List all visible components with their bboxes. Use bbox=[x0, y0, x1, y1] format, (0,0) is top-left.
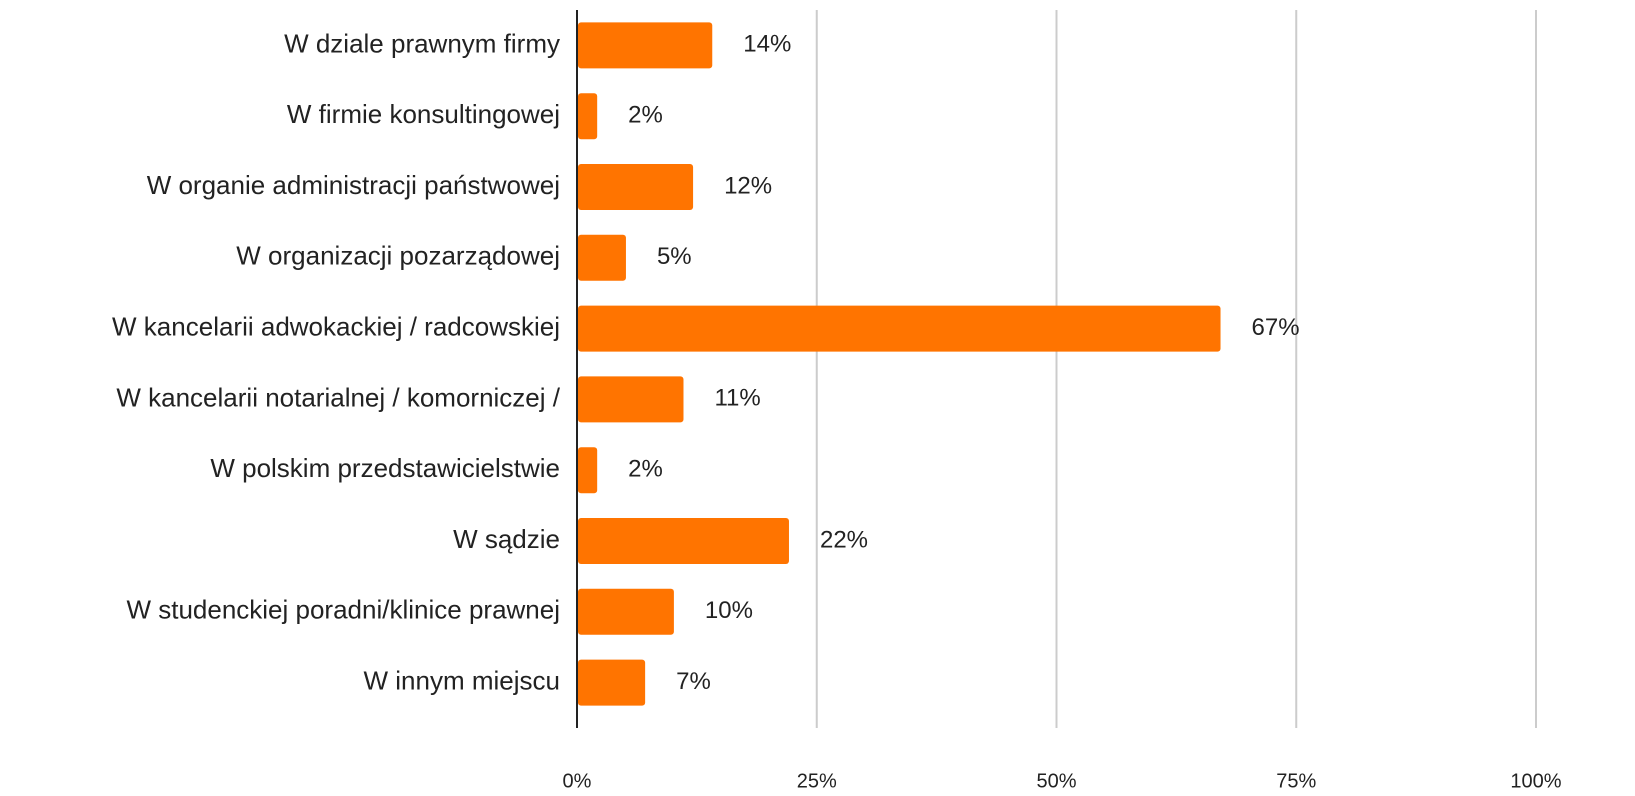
value-label: 67% bbox=[1252, 314, 1300, 341]
bar bbox=[578, 588, 674, 635]
value-label: 2% bbox=[628, 102, 663, 129]
category-label: W sądzie bbox=[453, 524, 560, 554]
bar bbox=[578, 305, 1221, 352]
bar bbox=[578, 518, 789, 564]
value-label: 14% bbox=[743, 31, 791, 58]
x-tick-label: 25% bbox=[797, 770, 837, 792]
bar bbox=[578, 164, 694, 210]
x-tick-label: 0% bbox=[563, 770, 592, 792]
x-tick-label: 100% bbox=[1510, 770, 1561, 792]
bar bbox=[578, 659, 646, 706]
category-label: W studenckiej poradni/klinice prawnej bbox=[126, 595, 560, 625]
bar bbox=[578, 447, 598, 494]
value-label: 22% bbox=[820, 526, 868, 553]
category-label: W kancelarii adwokackiej / radcowskiej bbox=[112, 311, 560, 341]
value-label: 5% bbox=[657, 243, 692, 270]
category-label: W organie administracji państwowej bbox=[147, 170, 560, 200]
value-label: 7% bbox=[676, 668, 711, 695]
category-label: W organizacji pozarządowej bbox=[236, 241, 560, 271]
value-label: 11% bbox=[714, 385, 760, 412]
category-label: W innym miejscu bbox=[364, 665, 560, 695]
bar bbox=[578, 376, 684, 423]
bar bbox=[578, 234, 626, 281]
category-label: W kancelarii notarialnej / komorniczej / bbox=[116, 382, 560, 412]
category-label: W firmie konsultingowej bbox=[287, 99, 560, 129]
value-label: 2% bbox=[628, 456, 663, 483]
value-label: 10% bbox=[705, 597, 753, 624]
value-label: 12% bbox=[724, 172, 772, 199]
category-label: W dziale prawnym firmy bbox=[284, 28, 560, 58]
category-label: W polskim przedstawicielstwie bbox=[210, 453, 560, 483]
x-tick-label: 75% bbox=[1276, 770, 1316, 792]
x-tick-label: 50% bbox=[1036, 770, 1076, 792]
bar bbox=[578, 22, 713, 69]
bar bbox=[578, 93, 598, 140]
